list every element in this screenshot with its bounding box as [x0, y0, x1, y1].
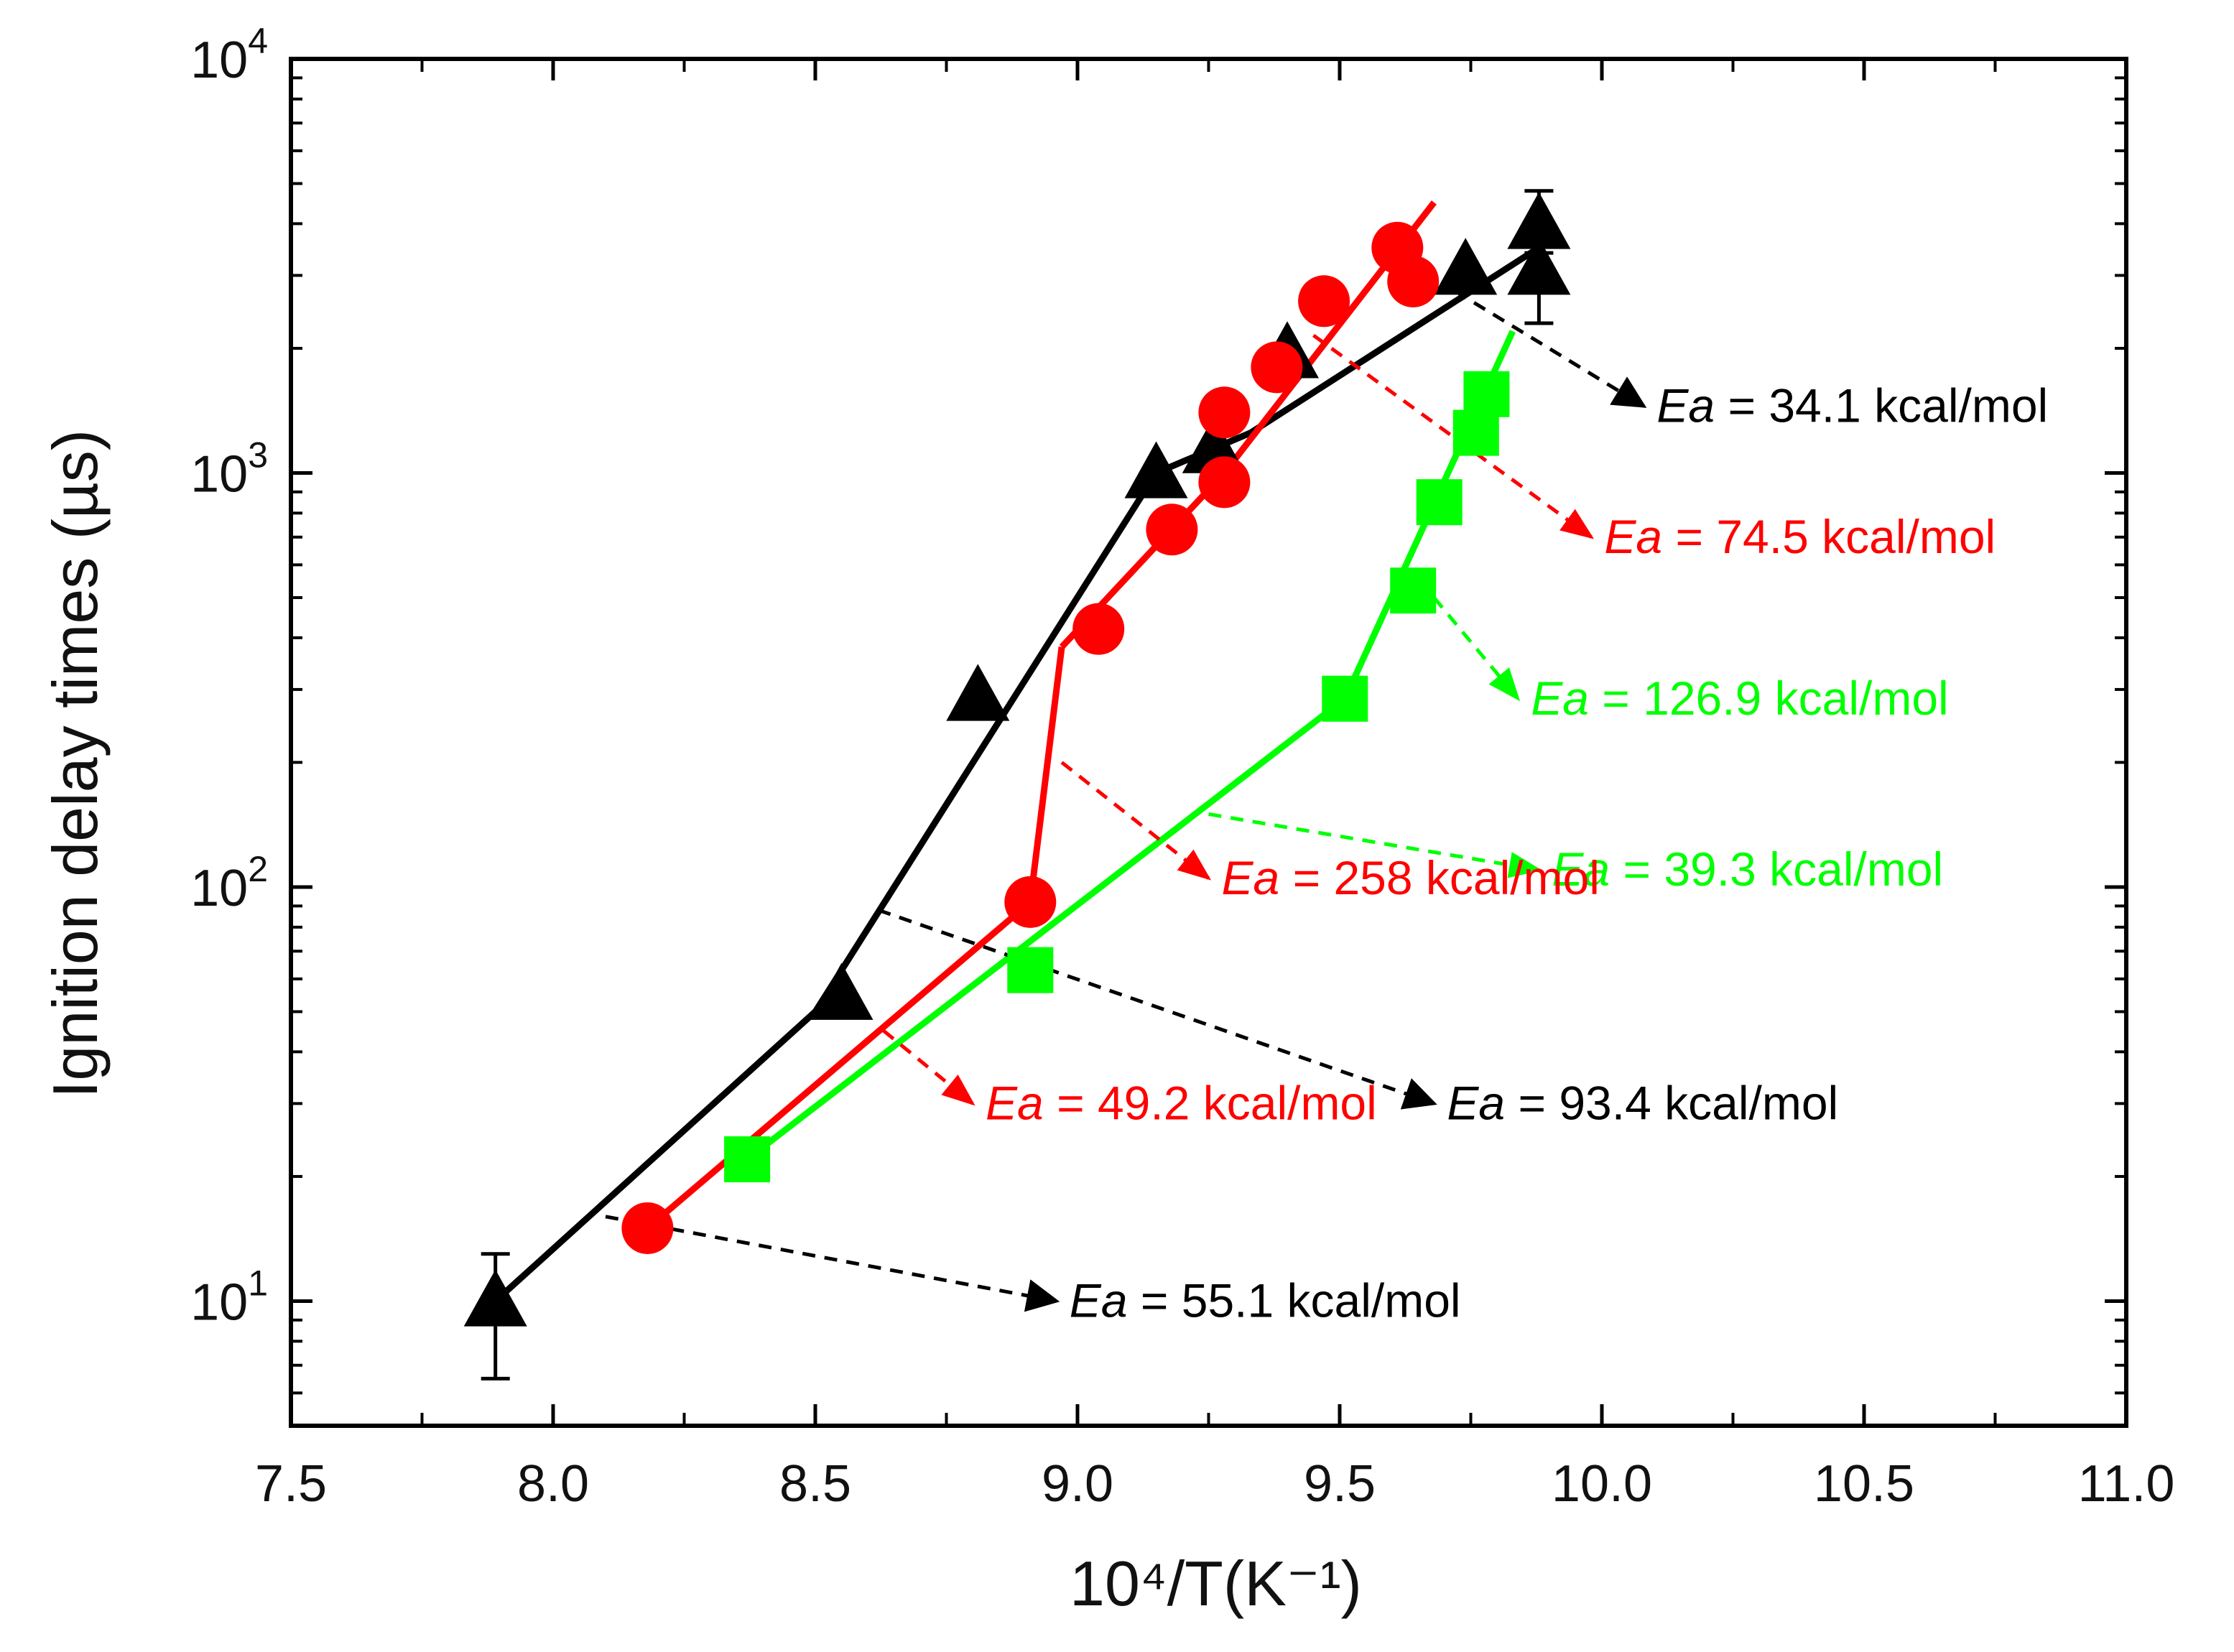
annotation-label: Ea = 126.9 kcal/mol — [1531, 672, 1949, 725]
annotation-label: Ea = 74.5 kcal/mol — [1604, 510, 1996, 563]
x-tick-label: 8.5 — [779, 1455, 851, 1513]
black-triangle-point — [1434, 238, 1498, 295]
x-tick-label: 8.0 — [517, 1455, 589, 1513]
x-tick-label: 7.5 — [255, 1455, 327, 1513]
red-circle-point — [1072, 603, 1125, 655]
x-axis-title: 10⁴/T(K⁻¹) — [1070, 1548, 1362, 1619]
black-fit-line — [1248, 245, 1541, 436]
black-triangle-point — [463, 1269, 527, 1327]
black-triangle-point — [1507, 238, 1571, 295]
annotation-arrow — [1208, 812, 1542, 878]
y-tick-label: 102 — [190, 849, 268, 917]
black-triangle-point — [1124, 441, 1188, 498]
x-tick-label: 9.5 — [1304, 1455, 1376, 1513]
x-tick-label: 10.0 — [1552, 1455, 1652, 1513]
annotation-arrow — [605, 1215, 1060, 1312]
green-square-point — [1452, 409, 1499, 456]
annotation-arrow — [1432, 596, 1521, 702]
x-tick-label: 10.5 — [1814, 1455, 1914, 1513]
green-square-point — [1007, 947, 1054, 993]
annotation-arrow — [882, 1029, 975, 1106]
plot-frame — [289, 57, 2128, 1428]
red-circle-point — [1146, 504, 1198, 556]
annotation-label: Ea = 34.1 kcal/mol — [1656, 379, 2048, 432]
black-triangle-point — [810, 962, 873, 1020]
red-fit-line — [645, 899, 1033, 1231]
green-square-point — [724, 1136, 771, 1183]
red-fit-line — [1026, 646, 1065, 903]
red-circle-point — [1387, 255, 1440, 307]
y-tick-label: 104 — [190, 21, 268, 89]
annotation-arrow — [877, 908, 1437, 1110]
red-circle-point — [621, 1202, 674, 1254]
annotation-label: Ea = 93.4 kcal/mol — [1447, 1076, 1838, 1129]
y-tick-label: 101 — [190, 1263, 268, 1331]
black-triangle-point — [946, 664, 1010, 721]
annotation-arrow — [1454, 289, 1647, 408]
red-circle-point — [1004, 876, 1057, 928]
red-circle-point — [1251, 341, 1303, 394]
black-triangle-point — [1507, 192, 1571, 249]
red-circle-point — [1198, 386, 1251, 439]
black-fit-line — [493, 1009, 818, 1304]
y-tick-label: 103 — [190, 435, 268, 503]
annotation-label: Ea = 49.2 kcal/mol — [986, 1076, 1377, 1129]
red-circle-point — [1298, 275, 1350, 328]
green-square-point — [1322, 675, 1368, 722]
y-axis-title: Ignition delay times (µs) — [40, 430, 111, 1098]
green-square-point — [1463, 371, 1510, 417]
annotation-label: Ea = 39.3 kcal/mol — [1552, 843, 1943, 896]
green-square-point — [1390, 567, 1437, 614]
red-circle-point — [1198, 456, 1251, 509]
annotation-arrow — [1312, 333, 1595, 539]
annotation-label: Ea = 55.1 kcal/mol — [1070, 1273, 1461, 1327]
black-fit-line — [812, 471, 1159, 1013]
annotation-label: Ea = 258 kcal/mol — [1222, 851, 1600, 904]
x-tick-label: 9.0 — [1042, 1455, 1113, 1513]
green-fit-line — [745, 696, 1348, 1162]
x-tick-label: 11.0 — [2078, 1455, 2175, 1513]
annotation-arrow — [1060, 761, 1212, 881]
green-square-point — [1416, 479, 1463, 526]
